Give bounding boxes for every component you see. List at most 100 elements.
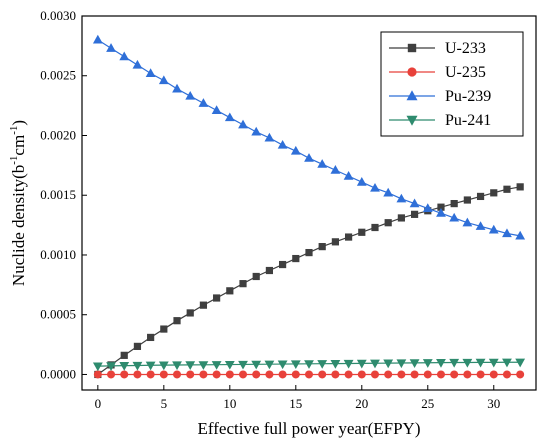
data-point: [132, 59, 143, 69]
data-point: [107, 370, 116, 379]
data-point: [133, 370, 142, 379]
data-point: [158, 361, 169, 371]
data-point: [397, 370, 406, 379]
data-point: [422, 359, 433, 368]
data-point: [370, 359, 380, 369]
data-point: [515, 358, 526, 368]
data-point: [330, 359, 341, 369]
y-tick-label: 0.0025: [40, 68, 76, 83]
data-point: [145, 68, 156, 77]
data-point: [422, 203, 433, 212]
y-tick-label: 0.0030: [40, 8, 76, 23]
data-point: [292, 254, 300, 263]
data-point: [290, 360, 301, 370]
data-point: [317, 360, 328, 369]
data-point: [436, 359, 446, 368]
data-point: [409, 198, 420, 208]
data-point: [251, 360, 262, 370]
data-point: [211, 361, 222, 370]
data-point: [450, 370, 459, 379]
data-point: [449, 212, 460, 222]
data-point: [265, 266, 274, 275]
data-point: [198, 361, 209, 370]
series-layer: [92, 34, 526, 379]
x-tick-label: 5: [161, 396, 168, 411]
data-point: [239, 280, 247, 288]
data-point: [185, 361, 196, 371]
data-point: [304, 360, 314, 369]
data-point: [423, 370, 432, 379]
data-point: [252, 370, 261, 379]
data-point: [384, 370, 393, 379]
data-point: [213, 294, 221, 302]
data-point: [450, 199, 458, 208]
data-point: [186, 309, 194, 317]
data-point: [343, 359, 354, 369]
data-point: [277, 360, 288, 370]
data-point: [475, 221, 486, 230]
legend-label: Pu-239: [445, 88, 491, 105]
data-point: [211, 105, 222, 114]
y-tick-label: 0.0015: [40, 187, 76, 202]
data-point: [238, 360, 248, 370]
legend-marker: [406, 90, 418, 101]
data-point: [172, 361, 182, 371]
x-tick-label: 15: [289, 396, 302, 411]
axis-ticks: 0 5 10 15 20 25 30 0.0000 0.0005 0.0010 0.0015 0.00…: [40, 8, 500, 411]
data-point: [370, 370, 379, 379]
data-point: [290, 145, 301, 155]
data-point: [133, 342, 142, 350]
data-point: [516, 370, 525, 379]
data-point: [356, 359, 367, 369]
data-point: [357, 370, 366, 379]
data-point: [305, 248, 313, 257]
data-point: [304, 153, 314, 162]
data-point: [344, 370, 353, 379]
x-axis-title: Effective full power year(EFPY): [198, 419, 421, 438]
data-point: [462, 217, 473, 227]
data-point: [92, 362, 103, 372]
data-point: [396, 193, 407, 203]
data-point: [239, 370, 248, 379]
series-u-235: [93, 370, 525, 379]
y-axis-title-unit: cm: [9, 135, 28, 156]
data-point: [489, 370, 498, 379]
data-point: [93, 370, 102, 379]
data-point: [331, 238, 339, 246]
data-point: [106, 43, 116, 52]
data-point: [264, 360, 275, 370]
data-point: [225, 370, 234, 379]
data-point: [502, 370, 511, 379]
y-tick-label: 0.0020: [40, 127, 76, 142]
data-point: [186, 370, 195, 379]
data-point: [277, 139, 288, 149]
data-point: [132, 361, 143, 371]
legend-marker: [406, 115, 418, 126]
data-point: [317, 159, 328, 168]
data-point: [146, 370, 155, 379]
legend-label: U-235: [445, 64, 486, 81]
data-point: [384, 219, 392, 227]
x-tick-label: 10: [223, 396, 236, 411]
y-axis-title-sup1: -1: [8, 156, 20, 165]
data-point: [463, 196, 471, 204]
data-point: [343, 171, 354, 180]
data-point: [356, 176, 367, 186]
data-point: [344, 233, 353, 241]
plot-frame: [81, 15, 537, 391]
data-point: [516, 183, 524, 191]
data-point: [279, 260, 287, 269]
data-point: [437, 203, 445, 211]
y-axis-title-main: Nuclide density(b: [9, 165, 28, 286]
data-point: [476, 370, 485, 379]
series-u-233: [94, 183, 524, 379]
data-point: [119, 362, 130, 371]
x-tick-label: 20: [355, 396, 368, 411]
legend: U-233 U-235 Pu-239 Pu-241: [380, 31, 524, 137]
legend-box: [380, 31, 524, 137]
data-point: [502, 228, 512, 238]
data-point: [463, 370, 472, 379]
data-point: [198, 98, 209, 107]
data-point: [224, 360, 235, 370]
